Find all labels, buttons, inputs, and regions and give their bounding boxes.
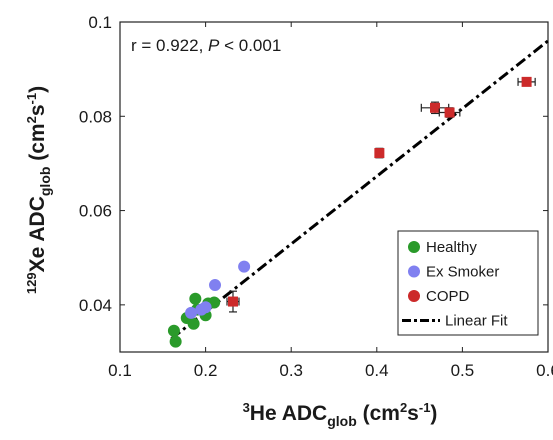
legend-marker-healthy bbox=[408, 241, 420, 253]
healthy-point bbox=[189, 292, 202, 305]
y-axis-ticks: 0.04 0.06 0.08 0.1 bbox=[79, 13, 548, 315]
y-tick-label: 0.1 bbox=[88, 13, 112, 32]
x-axis-title: 3He ADCglob (cm2s-1) bbox=[243, 400, 438, 429]
healthy-point bbox=[187, 317, 200, 330]
points-layer bbox=[167, 76, 536, 348]
y-tick-label: 0.04 bbox=[79, 296, 112, 315]
x-tick-label: 0.6 bbox=[536, 361, 553, 380]
copd-point bbox=[430, 102, 441, 113]
legend-box bbox=[397, 230, 539, 336]
legend-label-linear-fit: Linear Fit bbox=[445, 313, 508, 330]
legend-label-healthy: Healthy bbox=[426, 239, 477, 256]
copd-point bbox=[374, 148, 385, 159]
ex-smoker-point bbox=[209, 279, 222, 292]
healthy-point bbox=[169, 335, 182, 348]
legend-label-ex-smoker: Ex Smoker bbox=[426, 264, 499, 281]
ex-smoker-point bbox=[238, 260, 251, 273]
healthy-point bbox=[167, 324, 180, 337]
x-axis-ticks: 0.1 0.2 0.3 0.4 0.5 0.6 bbox=[108, 22, 553, 380]
x-tick-label: 0.5 bbox=[451, 361, 475, 380]
copd-point bbox=[521, 76, 532, 87]
legend-label-copd: COPD bbox=[426, 288, 470, 305]
x-tick-label: 0.2 bbox=[194, 361, 218, 380]
legend-marker-copd bbox=[408, 290, 420, 302]
copd-point bbox=[444, 107, 455, 118]
fit-layer bbox=[170, 39, 549, 340]
x-tick-label: 0.4 bbox=[365, 361, 389, 380]
linear-fit-line bbox=[170, 39, 549, 340]
y-tick-label: 0.08 bbox=[79, 107, 112, 126]
legend-marker-ex-smoker bbox=[408, 265, 420, 278]
ex-smoker-point bbox=[199, 301, 212, 314]
x-tick-label: 0.3 bbox=[279, 361, 303, 380]
copd-point bbox=[227, 296, 238, 307]
x-tick-label: 0.1 bbox=[108, 361, 132, 380]
correlation-annotation: r = 0.922, P < 0.001 bbox=[131, 36, 281, 55]
legend: Healthy Ex Smoker COPD Linear Fit bbox=[397, 230, 539, 336]
ex-smoker-point bbox=[185, 306, 198, 319]
y-tick-label: 0.06 bbox=[79, 202, 112, 221]
y-axis-title: 129Xe ADCglob (cm2s-1) bbox=[24, 86, 53, 294]
